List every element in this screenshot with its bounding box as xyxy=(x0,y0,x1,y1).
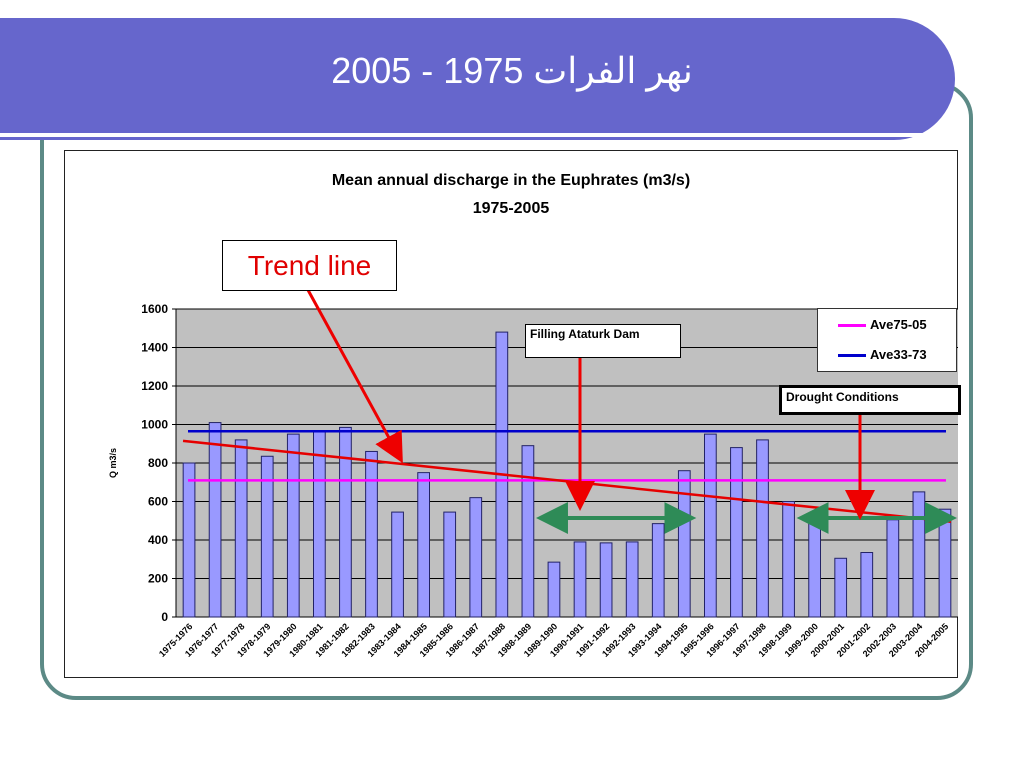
bar xyxy=(521,445,535,618)
bar xyxy=(886,519,900,618)
bar xyxy=(573,541,587,618)
slide-title-bar xyxy=(0,18,955,140)
bar xyxy=(625,541,639,618)
legend-label-ave33: Ave33-73 xyxy=(870,347,927,362)
chart-title: Mean annual discharge in the Euphrates (… xyxy=(331,172,691,189)
bar xyxy=(834,557,848,618)
title-divider xyxy=(0,133,935,137)
legend-label-ave75: Ave75-05 xyxy=(870,317,927,332)
slide-title: نهر الفرات 1975 - 2005 xyxy=(331,50,693,91)
bar xyxy=(730,447,743,618)
legend-swatch-ave33 xyxy=(838,354,866,357)
bar xyxy=(677,470,691,618)
bar xyxy=(599,542,613,618)
trend-callout-arrow xyxy=(306,289,403,464)
bar xyxy=(912,491,926,618)
chart-subtitle: 1975-2005 xyxy=(472,200,550,217)
bar xyxy=(782,501,795,618)
bar xyxy=(938,508,952,618)
drought-callout: Drought Conditions xyxy=(779,385,961,415)
y-tick-label: 1400 xyxy=(141,341,168,355)
trend-line-callout: Trend line xyxy=(222,240,397,291)
y-tick-label: 400 xyxy=(148,533,168,547)
y-tick-label: 1200 xyxy=(141,379,168,393)
bar xyxy=(443,511,457,618)
bar xyxy=(651,523,665,618)
y-tick-label: 0 xyxy=(161,610,168,624)
y-tick-label: 1000 xyxy=(141,418,168,432)
legend-swatch-ave75 xyxy=(838,324,866,327)
bar xyxy=(860,552,874,618)
y-tick-label: 1600 xyxy=(141,302,168,316)
bar xyxy=(286,433,300,618)
bar xyxy=(391,511,404,618)
bar xyxy=(208,422,222,618)
bar xyxy=(234,439,248,618)
bar xyxy=(808,512,821,618)
bar xyxy=(469,497,483,618)
y-tick-label: 800 xyxy=(148,456,168,470)
bar xyxy=(339,426,352,618)
y-tick-label: 600 xyxy=(148,495,168,509)
bar xyxy=(313,430,326,618)
filling-dam-callout: Filling Ataturk Dam xyxy=(525,324,681,358)
bar xyxy=(182,462,196,618)
y-axis-label: Q m3/s xyxy=(108,448,118,478)
bar xyxy=(704,433,717,618)
bar xyxy=(365,450,378,618)
bar xyxy=(756,439,769,618)
chart-legend: Ave75-05 Ave33-73 xyxy=(817,308,957,372)
y-tick-label: 200 xyxy=(148,572,168,586)
bar xyxy=(417,472,430,618)
bar xyxy=(547,561,561,618)
bar xyxy=(260,455,274,618)
